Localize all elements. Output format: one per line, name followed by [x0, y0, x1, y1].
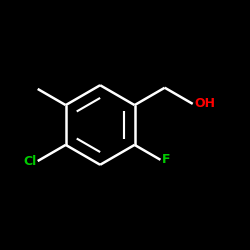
Text: OH: OH — [194, 97, 215, 110]
Text: Cl: Cl — [23, 154, 36, 168]
Text: F: F — [162, 153, 170, 166]
